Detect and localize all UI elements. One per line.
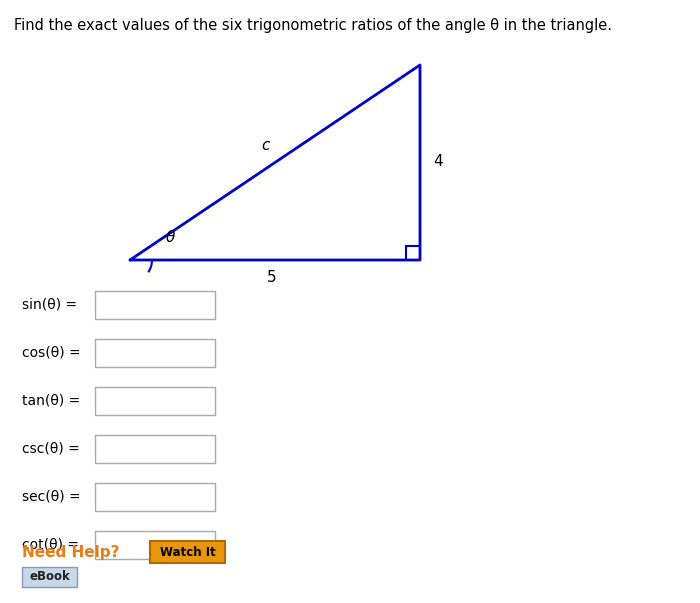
Bar — [150, 541, 225, 563]
Text: 4: 4 — [433, 154, 443, 169]
Text: eBook: eBook — [29, 570, 70, 584]
Text: cot(θ) =: cot(θ) = — [22, 538, 79, 552]
Text: θ: θ — [165, 230, 175, 245]
Bar — [95, 339, 215, 367]
Text: sec(θ) =: sec(θ) = — [22, 490, 80, 504]
Text: cos(θ) =: cos(θ) = — [22, 346, 80, 360]
Bar — [95, 387, 215, 415]
Text: c: c — [261, 137, 270, 153]
Text: Find the exact values of the six trigonometric ratios of the angle θ in the tria: Find the exact values of the six trigono… — [14, 18, 612, 33]
Bar — [95, 483, 215, 511]
Text: sin(θ) =: sin(θ) = — [22, 298, 77, 312]
Text: Watch It: Watch It — [160, 546, 216, 558]
Text: tan(θ) =: tan(θ) = — [22, 394, 80, 408]
Text: csc(θ) =: csc(θ) = — [22, 442, 80, 456]
Bar — [22, 567, 77, 587]
Text: 5: 5 — [267, 271, 276, 285]
Bar — [95, 291, 215, 319]
Bar — [95, 435, 215, 463]
Text: Need Help?: Need Help? — [22, 545, 120, 560]
Bar — [95, 531, 215, 559]
